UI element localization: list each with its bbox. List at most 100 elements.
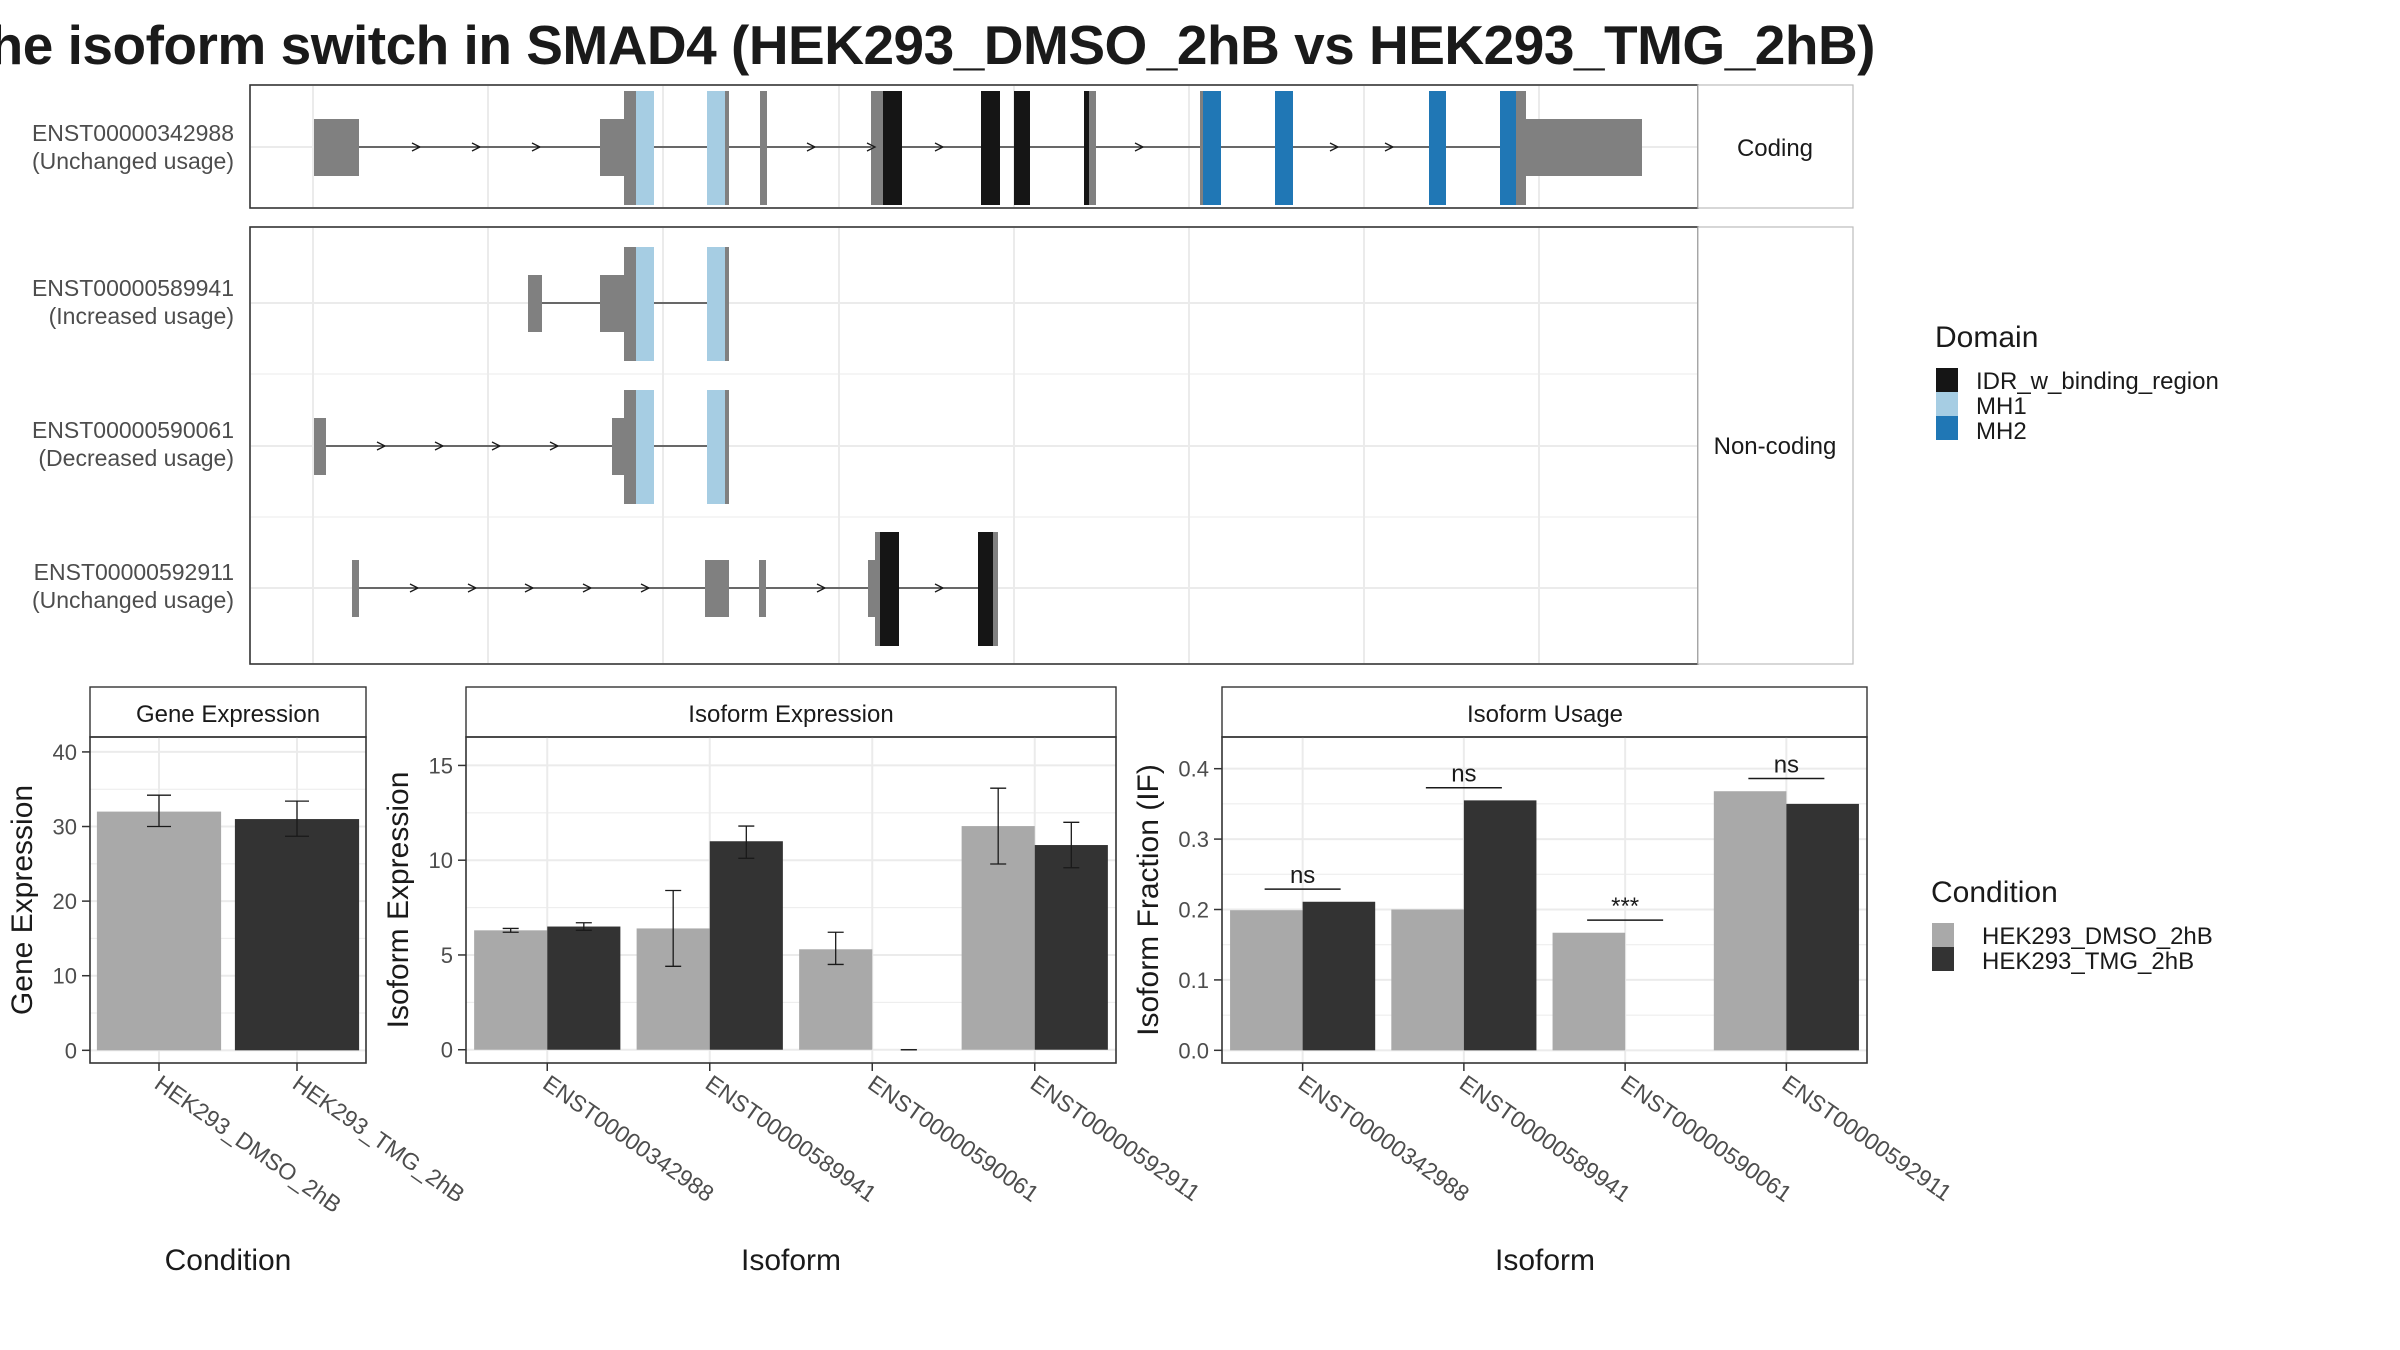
y-tick-label: 20	[53, 889, 77, 914]
isoform-expression-panel: Isoform Expression 0 5 10 15 ENST00000342988…	[382, 686, 1205, 1277]
bar	[1786, 803, 1859, 1051]
intron-arrow	[1134, 142, 1145, 152]
plot-area: 051015ENST00000342988ENST00000589941ENST…	[429, 736, 1205, 1207]
mh1-domain	[636, 390, 654, 504]
x-tick-label: ENST00000592911	[1778, 1070, 1957, 1206]
gene-expression-panel: Gene Expression 010203040HEK293_DMSO_2hB…	[6, 686, 470, 1277]
condition-legend-title: Condition	[1931, 876, 2058, 909]
y-tick-label: 0.4	[1178, 757, 1209, 782]
bar	[1463, 800, 1537, 1051]
panel-border	[465, 736, 1117, 1064]
utr-exon	[868, 560, 875, 617]
transcript-usage-label: (Unchanged usage)	[32, 587, 234, 613]
intron-arrow	[409, 583, 420, 593]
bar	[799, 949, 873, 1050]
figure-title: The isoform switch in SMAD4 (HEK293_DMSO…	[0, 8, 1875, 82]
cds-exon	[1200, 91, 1203, 205]
x-axis-title: Isoform	[1495, 1244, 1595, 1277]
cds-exon	[1516, 91, 1526, 205]
y-tick-label: 15	[429, 753, 453, 778]
intron-arrow	[816, 583, 827, 593]
bar	[96, 811, 222, 1051]
significance-label: ns	[1290, 862, 1315, 889]
transcript-id-label: ENST00000342988	[32, 120, 234, 146]
cds-exon	[624, 390, 636, 504]
strip-label: Isoform Expression	[688, 701, 893, 728]
idr-domain	[978, 532, 993, 646]
y-axis-title: Isoform Expression	[382, 772, 415, 1029]
x-tick-label: ENST00000342988	[538, 1070, 718, 1207]
transcript-342988	[314, 91, 1642, 205]
legend-key	[1932, 923, 1954, 947]
legend-label: MH1	[1976, 393, 2027, 420]
x-axis-title: Condition	[165, 1244, 292, 1277]
intron-arrow	[434, 441, 445, 451]
panel-border	[1221, 736, 1868, 1064]
domain-legend: Domain IDR_w_binding_region MH1 MH2	[1935, 321, 2219, 445]
transcript-usage-label: (Unchanged usage)	[32, 148, 234, 174]
x-tick-label: ENST00000589941	[1455, 1070, 1635, 1207]
coding-strip-label: Coding	[1737, 135, 1813, 162]
transcript-id-label: ENST00000592911	[34, 559, 234, 585]
y-tick-label: 0	[441, 1038, 453, 1063]
idr-domain	[883, 91, 902, 205]
x-axis-title: Isoform	[741, 1244, 841, 1277]
utr-exon	[314, 119, 359, 176]
bar	[1034, 845, 1108, 1050]
mh1-domain	[636, 91, 654, 205]
legend-key	[1936, 392, 1958, 416]
utr-exon	[352, 560, 359, 617]
strip-label: Gene Expression	[136, 701, 320, 728]
legend-key	[1936, 368, 1958, 392]
bar	[547, 926, 621, 1050]
utr-exon	[759, 560, 766, 617]
noncoding-strip-label: Non-coding	[1714, 433, 1837, 460]
x-tick-label: ENST00000592911	[1026, 1070, 1205, 1206]
cds-exon	[1089, 91, 1096, 205]
transcript-usage-label: (Increased usage)	[49, 303, 234, 329]
y-axis-title: Isoform Fraction (IF)	[1132, 764, 1165, 1036]
y-tick-label: 0	[65, 1038, 77, 1063]
cds-exon	[725, 91, 729, 205]
idr-domain	[1014, 91, 1030, 205]
legend-label: MH2	[1976, 418, 2027, 445]
strip-box	[1221, 686, 1868, 738]
mh1-domain	[707, 91, 725, 205]
legend-key	[1932, 947, 1954, 971]
mh1-domain	[707, 247, 725, 361]
intron-arrow	[934, 142, 945, 152]
intron-arrow	[471, 142, 482, 152]
intron-arrow	[467, 583, 478, 593]
utr-exon	[600, 275, 624, 332]
y-tick-label: 5	[441, 943, 453, 968]
strip-label: Isoform Usage	[1467, 701, 1623, 728]
bar	[1391, 909, 1464, 1051]
bar	[1713, 791, 1787, 1051]
cds-exon	[725, 390, 729, 504]
y-tick-label: 30	[53, 815, 77, 840]
x-tick-label: ENST00000590061	[1616, 1070, 1796, 1207]
idr-domain	[1084, 91, 1089, 205]
intron-arrow	[411, 142, 422, 152]
y-tick-label: 0.3	[1178, 827, 1209, 852]
utr-exon	[528, 275, 542, 332]
mh2-domain	[1203, 91, 1221, 205]
figure-title-text: The isoform switch in SMAD4 (HEK293_DMSO…	[0, 14, 1875, 76]
transcript-structure-panel: Coding Non-coding ENST00000342988 (Uncha…	[32, 84, 1854, 665]
utr-exon	[600, 119, 624, 176]
strip-box	[89, 686, 367, 738]
significance-label: ns	[1451, 761, 1476, 788]
intron-arrow	[549, 441, 560, 451]
cds-exon	[993, 532, 998, 646]
condition-legend: Condition HEK293_DMSO_2hB HEK293_TMG_2hB	[1931, 876, 2213, 975]
intron-direction-arrows	[376, 142, 1395, 593]
mh2-domain	[1500, 91, 1516, 205]
bar	[1302, 901, 1376, 1051]
cds-exon	[624, 247, 636, 361]
cds-exon	[871, 91, 883, 205]
y-tick-label: 10	[53, 964, 77, 989]
idr-domain	[981, 91, 1000, 205]
cds-exon	[725, 247, 729, 361]
y-tick-label: 10	[429, 848, 453, 873]
